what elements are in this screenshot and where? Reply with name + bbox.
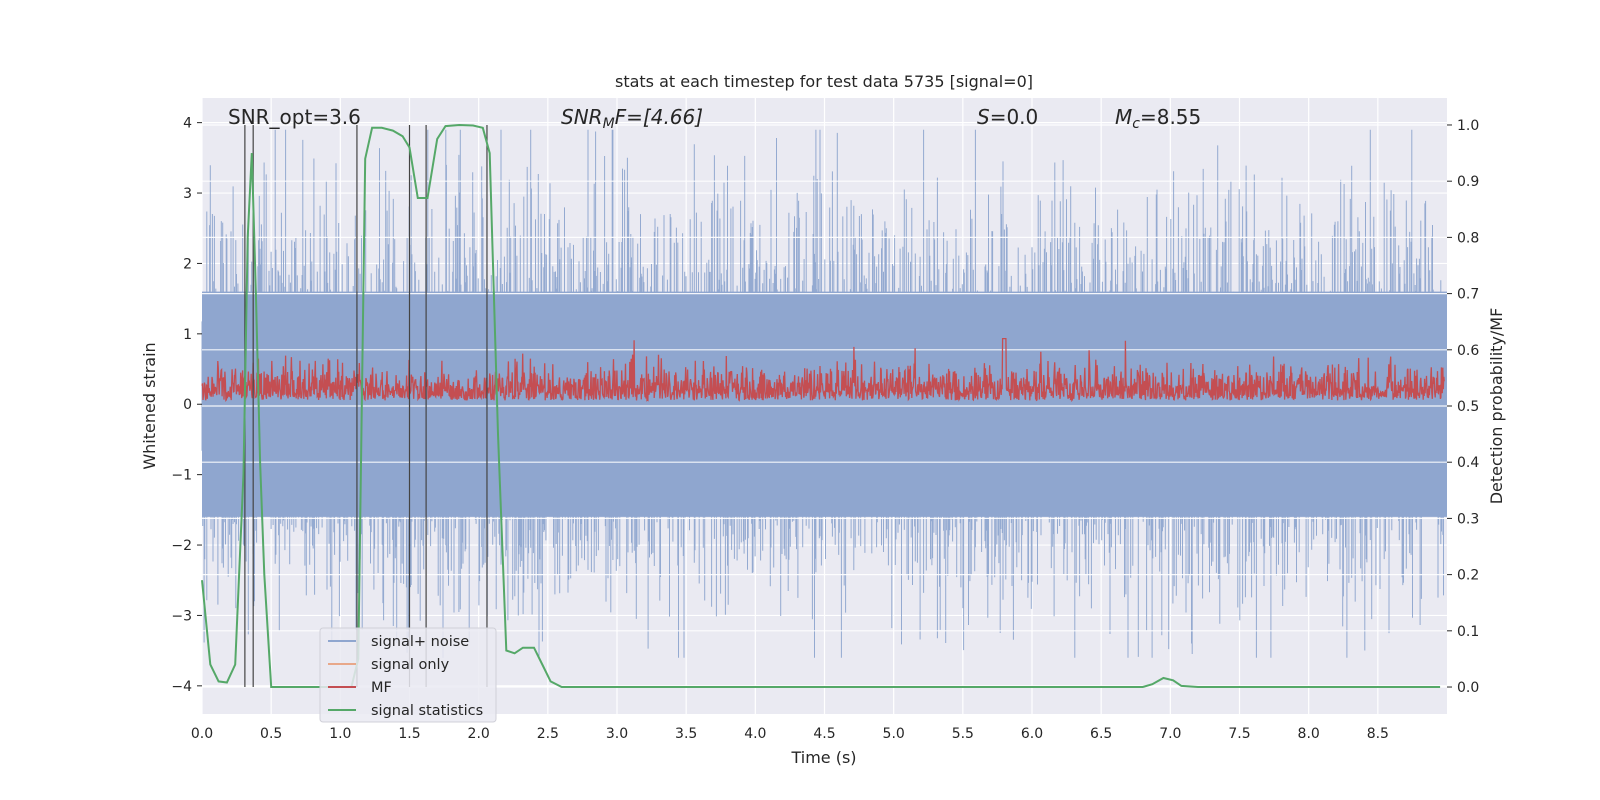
y2-tick-label: 0.4 [1457, 455, 1479, 471]
annotation-s-symbol: S [977, 105, 990, 129]
x-tick-label: 2.5 [537, 726, 559, 742]
x-axis-ticks: 0.0 0.5 1.0 1.5 2.0 2.5 3.0 3.5 4.0 4.5 5.0 5.5 6.0 6… [191, 726, 1389, 742]
x-tick-label: 0.5 [260, 726, 282, 742]
y2-tick-label: 0.5 [1457, 399, 1479, 415]
annotation-mc: Mc=8.55 [1115, 105, 1201, 132]
y-axis-label: Whitened strain [140, 342, 159, 469]
y-tick-label: −3 [171, 608, 192, 624]
x-tick-label: 5.0 [883, 726, 905, 742]
x-tick-label: 2.0 [468, 726, 490, 742]
x-tick-label: 8.0 [1298, 726, 1320, 742]
signal-statistics-line [201, 123, 1441, 688]
x-tick-label: 1.0 [329, 726, 351, 742]
y2-tick-label: 0.6 [1457, 343, 1479, 359]
y2-tick-label: 0.0 [1457, 680, 1479, 696]
annotation-mc-main: M [1115, 105, 1132, 129]
legend-label-signal-noise: signal+ noise [371, 634, 469, 650]
y-tick-label: −2 [171, 538, 192, 554]
annotation-s-value: =0.0 [990, 105, 1039, 129]
annotation-snr-mf-rest: F=[4.66] [615, 105, 703, 129]
y2-tick-label: 0.9 [1457, 174, 1479, 190]
annotation-s: S=0.0 [977, 105, 1038, 129]
annotation-snr-mf-main: SNR [561, 105, 603, 129]
y-tick-label: 0 [183, 397, 192, 413]
y-tick-label: −1 [171, 468, 192, 484]
legend-box [319, 627, 497, 723]
x-tick-label: 1.5 [398, 726, 420, 742]
x-axis-label: Time (s) [790, 748, 856, 767]
x-tick-label: 3.0 [606, 726, 628, 742]
x-tick-label: 8.5 [1367, 726, 1389, 742]
annotation-snr-mf-sub: M [603, 116, 615, 132]
y-tick-label: 3 [183, 186, 192, 202]
signal-statistics-series [201, 123, 1441, 688]
x-tick-label: 4.0 [744, 726, 766, 742]
x-tick-label: 3.5 [675, 726, 697, 742]
legend: signal+ noise signal only MF signal stat… [319, 627, 497, 723]
x-tick-label: 5.5 [952, 726, 974, 742]
y2-axis-ticks: 1.0 0.9 0.8 0.7 0.6 0.5 0.4 0.3 0.2 0.1 0.0 [1447, 118, 1479, 696]
chart-title: stats at each timestep for test data 573… [615, 72, 1033, 91]
legend-label-mf: MF [371, 680, 392, 696]
annotation-snr-mf: SNRMF=[4.66] [561, 105, 703, 132]
signal-plus-noise-core [202, 291, 1447, 517]
x-tick-label: 4.5 [813, 726, 835, 742]
y2-axis-label: Detection probability/MF [1487, 308, 1506, 505]
x-tick-label: 7.5 [1228, 726, 1250, 742]
annotation-mc-rest: =8.55 [1140, 105, 1201, 129]
annotation-snr-opt: SNR_opt=3.6 [228, 105, 361, 129]
y2-tick-label: 0.3 [1457, 511, 1479, 527]
y-tick-label: −4 [171, 679, 192, 695]
y2-tick-label: 0.1 [1457, 624, 1479, 640]
legend-label-signal-only: signal only [371, 657, 450, 673]
y-axis-ticks: 4 3 2 1 0 −1 −2 −3 −4 [171, 116, 202, 695]
annotation-mc-sub: c [1132, 116, 1140, 132]
x-tick-label: 6.5 [1090, 726, 1112, 742]
x-tick-label: 7.0 [1159, 726, 1181, 742]
y2-tick-label: 0.2 [1457, 568, 1479, 584]
y2-tick-label: 0.7 [1457, 287, 1479, 303]
y-tick-label: 1 [183, 327, 192, 343]
y2-tick-label: 0.8 [1457, 230, 1479, 246]
legend-label-signal-statistics: signal statistics [371, 703, 483, 719]
x-tick-label: 6.0 [1021, 726, 1043, 742]
y2-tick-label: 1.0 [1457, 118, 1479, 134]
y-tick-label: 2 [183, 256, 192, 272]
y-tick-label: 4 [183, 116, 192, 132]
x-tick-label: 0.0 [191, 726, 213, 742]
